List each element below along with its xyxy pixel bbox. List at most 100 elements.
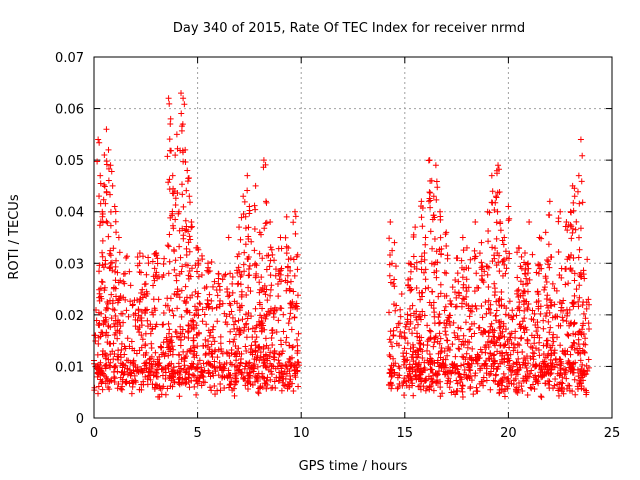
data-point	[523, 378, 530, 385]
data-point	[196, 357, 203, 364]
data-point	[229, 314, 236, 321]
data-point	[458, 385, 465, 392]
data-point	[230, 385, 237, 392]
data-point	[520, 355, 527, 362]
data-point	[518, 334, 525, 341]
data-point	[500, 370, 507, 377]
data-point	[138, 289, 145, 296]
data-point	[517, 335, 524, 342]
data-point	[210, 372, 217, 379]
data-point	[531, 350, 538, 357]
data-point	[136, 296, 143, 303]
data-point	[232, 318, 239, 325]
data-point	[127, 359, 134, 366]
data-point	[491, 280, 498, 287]
data-point	[468, 308, 475, 315]
data-point	[216, 359, 223, 366]
data-point	[269, 330, 276, 337]
data-point	[294, 342, 301, 349]
data-point	[126, 268, 133, 275]
data-point	[134, 367, 141, 374]
data-point	[468, 333, 475, 340]
data-point	[96, 222, 103, 229]
data-point	[179, 330, 186, 337]
data-point	[582, 315, 589, 322]
data-point	[140, 351, 147, 358]
data-point	[162, 375, 169, 382]
data-point	[99, 261, 106, 268]
data-point	[147, 330, 154, 337]
data-point	[289, 380, 296, 387]
data-point	[401, 392, 408, 399]
data-point	[95, 340, 102, 347]
data-point	[138, 308, 145, 315]
data-point	[98, 310, 105, 317]
data-point	[186, 267, 193, 274]
data-point	[420, 341, 427, 348]
data-point	[542, 313, 549, 320]
data-point	[512, 328, 519, 335]
data-point	[389, 343, 396, 350]
y-tick-label: 0.02	[55, 309, 84, 324]
data-point	[104, 219, 111, 226]
data-point	[166, 176, 173, 183]
data-point	[105, 165, 112, 172]
data-point	[245, 309, 252, 316]
data-point	[262, 364, 269, 371]
data-point	[422, 375, 429, 382]
data-point	[226, 384, 233, 391]
data-point	[468, 360, 475, 367]
data-point	[108, 291, 115, 298]
data-point	[165, 362, 172, 369]
data-point	[127, 282, 134, 289]
data-point	[95, 321, 102, 328]
data-point	[212, 391, 219, 398]
data-point	[203, 321, 210, 328]
data-point	[138, 322, 145, 329]
data-point	[198, 271, 205, 278]
data-point	[219, 300, 226, 307]
data-point	[169, 307, 176, 314]
data-point	[520, 359, 527, 366]
data-point	[116, 249, 123, 256]
data-point	[244, 315, 251, 322]
data-point	[233, 357, 240, 364]
data-point	[476, 324, 483, 331]
data-point	[554, 334, 561, 341]
data-point	[275, 317, 282, 324]
data-point	[467, 385, 474, 392]
data-point	[496, 390, 503, 397]
data-point	[413, 361, 420, 368]
data-point	[532, 322, 539, 329]
data-point	[267, 257, 274, 264]
data-point	[529, 353, 536, 360]
data-point	[482, 299, 489, 306]
data-point	[156, 393, 163, 400]
data-point	[141, 360, 148, 367]
data-point	[161, 353, 168, 360]
data-point	[548, 347, 555, 354]
data-point	[436, 311, 443, 318]
data-point	[457, 325, 464, 332]
data-point	[244, 386, 251, 393]
data-point	[177, 337, 184, 344]
data-point	[419, 308, 426, 315]
data-point	[459, 353, 466, 360]
data-point	[242, 343, 249, 350]
data-point	[251, 361, 258, 368]
data-point	[136, 386, 143, 393]
data-point	[559, 348, 566, 355]
data-point	[122, 296, 129, 303]
data-point	[431, 313, 438, 320]
data-point	[546, 329, 553, 336]
data-point	[124, 335, 131, 342]
data-point	[160, 272, 167, 279]
data-point	[543, 302, 550, 309]
data-point	[111, 350, 118, 357]
data-point	[556, 372, 563, 379]
data-point	[163, 336, 170, 343]
data-point	[562, 281, 569, 288]
data-point	[478, 329, 485, 336]
data-point	[107, 247, 114, 254]
data-point	[198, 252, 205, 259]
